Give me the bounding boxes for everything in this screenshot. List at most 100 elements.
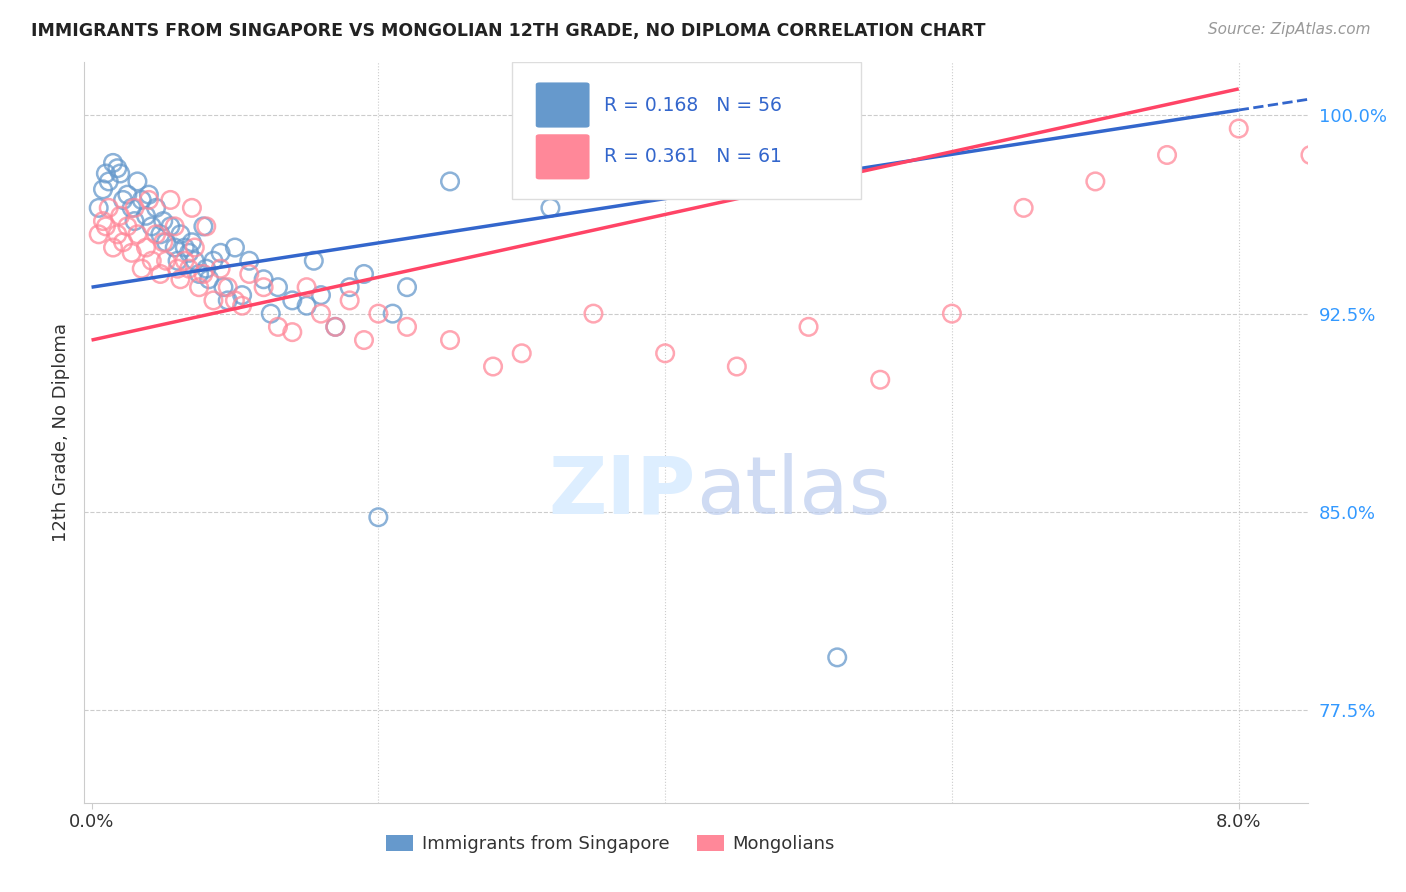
Point [395, 319, 418, 334]
Point [295, 280, 318, 294]
Point [323, 319, 346, 334]
Point [184, 253, 207, 268]
Point [1156, 148, 1178, 162]
Point [159, 219, 181, 234]
Point [202, 253, 225, 268]
Point [138, 193, 160, 207]
Point [381, 307, 404, 321]
Point [155, 235, 177, 250]
Point [339, 280, 361, 294]
Point [180, 201, 202, 215]
Point [97, 201, 120, 215]
Point [231, 288, 253, 302]
Point [482, 359, 505, 374]
Point [1012, 201, 1035, 215]
Point [323, 319, 346, 334]
Point [127, 174, 149, 188]
Point [169, 272, 191, 286]
Point [238, 267, 260, 281]
FancyBboxPatch shape [536, 135, 589, 179]
Point [198, 272, 221, 286]
Text: Source: ZipAtlas.com: Source: ZipAtlas.com [1208, 22, 1371, 37]
Point [367, 510, 389, 524]
Y-axis label: 12th Grade, No Diploma: 12th Grade, No Diploma [52, 323, 70, 542]
Point [1299, 148, 1322, 162]
FancyBboxPatch shape [513, 62, 860, 200]
Point [163, 219, 186, 234]
Text: R = 0.168   N = 56: R = 0.168 N = 56 [605, 95, 782, 114]
Point [121, 245, 143, 260]
Point [267, 319, 290, 334]
Point [195, 219, 218, 234]
Point [395, 280, 418, 294]
Point [309, 288, 332, 302]
Point [212, 280, 235, 294]
Point [195, 261, 218, 276]
Point [353, 333, 375, 347]
Point [654, 346, 676, 360]
Point [231, 299, 253, 313]
Point [353, 267, 375, 281]
Point [169, 227, 191, 242]
Point [121, 201, 143, 215]
Point [127, 227, 149, 242]
Point [260, 307, 283, 321]
Point [141, 253, 163, 268]
Point [725, 161, 748, 176]
Point [825, 650, 848, 665]
Text: ZIP: ZIP [548, 453, 696, 531]
Point [281, 325, 304, 339]
Point [124, 201, 146, 215]
Point [202, 293, 225, 308]
Point [177, 261, 200, 276]
Point [193, 219, 215, 234]
Point [582, 307, 605, 321]
Point [152, 214, 174, 228]
Point [112, 193, 135, 207]
Point [267, 280, 290, 294]
Point [166, 253, 188, 268]
Point [101, 156, 124, 170]
Point [238, 253, 260, 268]
Point [149, 267, 172, 281]
Point [295, 299, 318, 313]
Point [188, 280, 211, 294]
Point [155, 253, 177, 268]
Point [91, 214, 114, 228]
Text: R = 0.361   N = 61: R = 0.361 N = 61 [605, 147, 782, 166]
Point [166, 261, 188, 276]
Point [177, 245, 200, 260]
Point [108, 167, 131, 181]
Point [224, 293, 246, 308]
Point [439, 333, 461, 347]
Point [188, 267, 211, 281]
Point [209, 261, 232, 276]
Point [439, 174, 461, 188]
Point [1227, 121, 1250, 136]
FancyBboxPatch shape [536, 82, 589, 128]
Point [141, 219, 163, 234]
Point [209, 245, 232, 260]
Point [91, 182, 114, 196]
Point [145, 201, 167, 215]
Point [252, 272, 274, 286]
Point [138, 187, 160, 202]
Point [510, 346, 533, 360]
Point [252, 280, 274, 294]
Legend: Immigrants from Singapore, Mongolians: Immigrants from Singapore, Mongolians [378, 828, 842, 861]
Point [131, 193, 153, 207]
Point [105, 161, 128, 176]
Point [117, 187, 139, 202]
Point [281, 293, 304, 308]
Point [538, 201, 561, 215]
Point [193, 267, 215, 281]
Point [163, 241, 186, 255]
Point [309, 307, 332, 321]
Point [112, 235, 135, 250]
Point [145, 227, 167, 242]
Point [94, 167, 117, 181]
Point [173, 253, 195, 268]
Text: atlas: atlas [696, 453, 890, 531]
Point [184, 241, 207, 255]
Point [131, 261, 153, 276]
